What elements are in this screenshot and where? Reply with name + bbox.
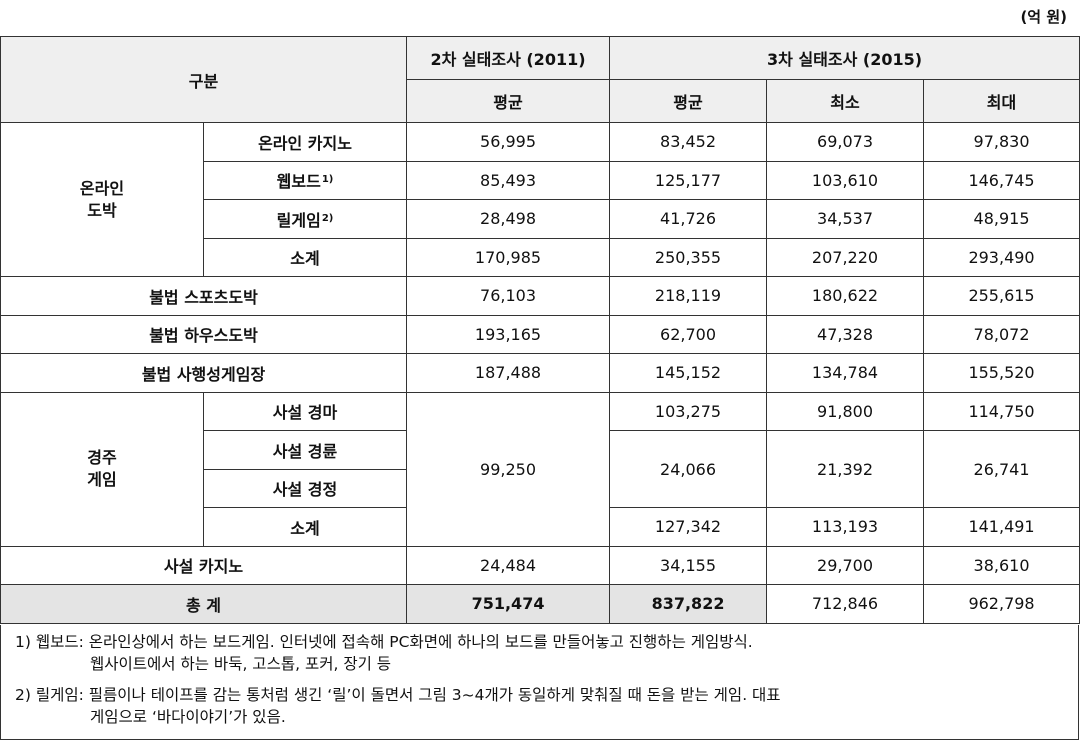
cell-2015-avg: 62,700 bbox=[609, 314, 768, 354]
row-label: 불법 하우스도박 bbox=[0, 314, 408, 354]
cell-2015-max: 155,520 bbox=[923, 353, 1081, 393]
row-label: 온라인 카지노 bbox=[202, 122, 408, 162]
cell-2015-min: 113,193 bbox=[766, 507, 925, 547]
cell-2015-max: 255,615 bbox=[923, 276, 1081, 316]
group-race-games: 경주 게임 bbox=[0, 391, 204, 547]
header-min: 최소 bbox=[766, 79, 925, 123]
cell-2015-avg: 145,152 bbox=[609, 353, 768, 393]
cell-2015-avg: 125,177 bbox=[609, 160, 768, 200]
row-label-casino: 사설 카지노 bbox=[0, 545, 408, 585]
cell-2011-avg: 170,985 bbox=[406, 237, 611, 277]
footnote-1-line2: 웹사이트에서 하는 바둑, 고스톱, 포커, 장기 등 bbox=[90, 655, 392, 673]
cell-2011-avg: 187,488 bbox=[406, 353, 611, 393]
cell-2015-max: 26,741 bbox=[923, 430, 1081, 508]
cell-2011-avg: 85,493 bbox=[406, 160, 611, 200]
row-label-webboard: 웹보드1) bbox=[202, 160, 408, 200]
row-label-reelgame: 릴게임2) bbox=[202, 199, 408, 239]
cell-2015-avg: 34,155 bbox=[609, 545, 768, 585]
cell-2015-min: 134,784 bbox=[766, 353, 925, 393]
gambling-market-table: 구분 2차 실태조사 (2011) 3차 실태조사 (2015) 평균 평균 최… bbox=[0, 36, 1081, 624]
group-online-gambling: 온라인 도박 bbox=[0, 122, 204, 277]
footnote-ref: 2) bbox=[321, 212, 334, 224]
cell-2015-max: 38,610 bbox=[923, 545, 1081, 585]
cell-2015-max: 293,490 bbox=[923, 237, 1081, 277]
cell-2015-avg: 218,119 bbox=[609, 276, 768, 316]
cell-2015-avg: 103,275 bbox=[609, 391, 768, 431]
cell-2015-min: 29,700 bbox=[766, 545, 925, 585]
cell-2015-min: 103,610 bbox=[766, 160, 925, 200]
cell-2015-max: 114,750 bbox=[923, 391, 1081, 431]
cell-2015-avg: 83,452 bbox=[609, 122, 768, 162]
row-label: 불법 사행성게임장 bbox=[0, 353, 408, 393]
cell-2015-min: 91,800 bbox=[766, 391, 925, 431]
cell-2011-avg: 24,484 bbox=[406, 545, 611, 585]
cell-2015-avg: 250,355 bbox=[609, 237, 768, 277]
unit-label: (억 원) bbox=[1020, 8, 1067, 26]
cell-2015-max: 141,491 bbox=[923, 507, 1081, 547]
row-label-boat: 사설 경정 bbox=[202, 468, 408, 508]
cell-2011-avg: 193,165 bbox=[406, 314, 611, 354]
footnote-1: 1) 웹보드: 온라인상에서 하는 보드게임. 인터넷에 접속해 PC화면에 하… bbox=[15, 631, 753, 675]
cell-2015-min: 69,073 bbox=[766, 122, 925, 162]
cell-2015-total-min: 712,846 bbox=[766, 584, 925, 624]
footnote-ref: 1) bbox=[321, 174, 334, 186]
row-label: 불법 스포츠도박 bbox=[0, 276, 408, 316]
cell-2015-min: 207,220 bbox=[766, 237, 925, 277]
footnote-1-line1: 1) 웹보드: 온라인상에서 하는 보드게임. 인터넷에 접속해 PC화면에 하… bbox=[15, 633, 753, 651]
row-label-horse: 사설 경마 bbox=[202, 391, 408, 431]
row-label-text: 웹보드 bbox=[276, 172, 321, 192]
cell-2015-avg: 127,342 bbox=[609, 507, 768, 547]
footnote-2-line2: 게임으로 ‘바다이야기’가 있음. bbox=[90, 708, 286, 726]
cell-2015-max: 48,915 bbox=[923, 199, 1081, 239]
cell-2015-min: 21,392 bbox=[766, 430, 925, 508]
cell-2015-min: 180,622 bbox=[766, 276, 925, 316]
footnotes: 1) 웹보드: 온라인상에서 하는 보드게임. 인터넷에 접속해 PC화면에 하… bbox=[0, 625, 1079, 740]
header-category: 구분 bbox=[0, 36, 408, 123]
row-label-text: 릴게임 bbox=[276, 210, 321, 230]
header-avg-2011: 평균 bbox=[406, 79, 611, 123]
cell-2015-min: 47,328 bbox=[766, 314, 925, 354]
cell-2015-max: 78,072 bbox=[923, 314, 1081, 354]
cell-2015-avg: 41,726 bbox=[609, 199, 768, 239]
header-avg-2015: 평균 bbox=[609, 79, 768, 123]
cell-2011-avg: 28,498 bbox=[406, 199, 611, 239]
row-label-cycle: 사설 경륜 bbox=[202, 430, 408, 470]
cell-2015-max: 97,830 bbox=[923, 122, 1081, 162]
cell-2015-total-avg: 837,822 bbox=[609, 584, 768, 624]
row-label-subtotal: 소계 bbox=[202, 237, 408, 277]
row-label-subtotal: 소계 bbox=[202, 507, 408, 547]
header-max: 최대 bbox=[923, 79, 1081, 123]
cell-2011-total: 751,474 bbox=[406, 584, 611, 624]
cell-2015-min: 34,537 bbox=[766, 199, 925, 239]
cell-2015-max: 146,745 bbox=[923, 160, 1081, 200]
cell-2011-avg: 76,103 bbox=[406, 276, 611, 316]
header-survey3: 3차 실태조사 (2015) bbox=[609, 36, 1081, 80]
footnote-2-line1: 2) 릴게임: 필름이나 테이프를 감는 통처럼 생긴 ‘릴’이 돌면서 그림 … bbox=[15, 686, 781, 704]
cell-2011-race-merged: 99,250 bbox=[406, 391, 611, 547]
cell-2011-avg: 56,995 bbox=[406, 122, 611, 162]
cell-2015-total-max: 962,798 bbox=[923, 584, 1081, 624]
header-survey2: 2차 실태조사 (2011) bbox=[406, 36, 611, 80]
footnote-2: 2) 릴게임: 필름이나 테이프를 감는 통처럼 생긴 ‘릴’이 돌면서 그림 … bbox=[15, 684, 781, 728]
cell-2015-avg: 24,066 bbox=[609, 430, 768, 508]
row-label-total: 총 계 bbox=[0, 584, 408, 624]
